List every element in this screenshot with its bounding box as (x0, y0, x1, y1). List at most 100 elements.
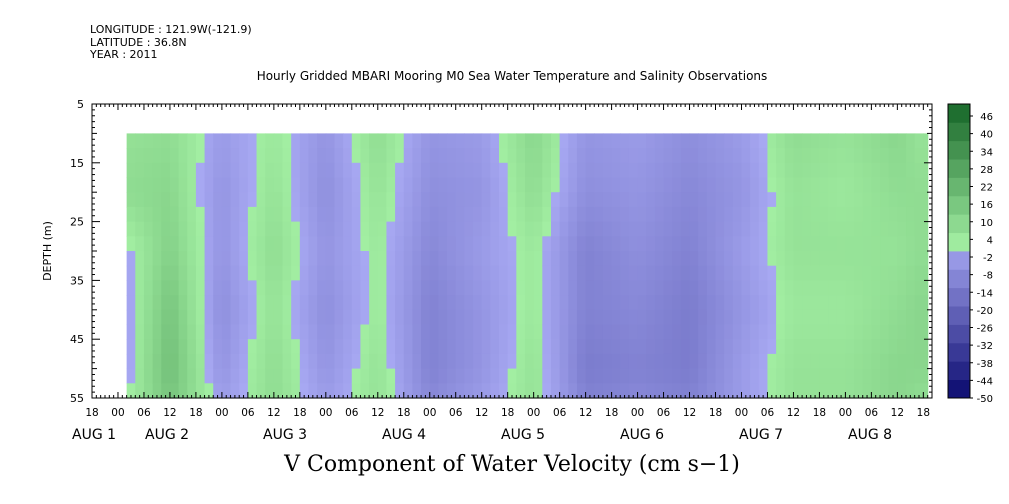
heatmap-cell (906, 339, 916, 355)
heatmap-cell (628, 339, 639, 355)
heatmap-cell (594, 324, 604, 340)
heatmap-cell (810, 192, 821, 208)
heatmap-cell (161, 192, 171, 208)
heatmap-cell (429, 353, 439, 370)
heatmap-cell (395, 339, 405, 355)
heatmap-cell (680, 221, 691, 237)
colorbar-label: -2 (983, 253, 993, 264)
heatmap-cell (767, 368, 777, 384)
heatmap-cell (628, 162, 639, 179)
heatmap-cell (265, 339, 275, 355)
heatmap-cell (845, 192, 855, 208)
heatmap-cell (516, 265, 526, 281)
heatmap-cell (299, 280, 310, 296)
heatmap-cell (282, 192, 292, 208)
heatmap-cell (524, 353, 535, 370)
heatmap-cell (880, 251, 890, 267)
heatmap-cell (836, 295, 846, 311)
heatmap-cell (490, 295, 500, 311)
heatmap-cell (187, 148, 197, 164)
heatmap-cell (369, 236, 379, 252)
heatmap-cell (637, 148, 647, 164)
heatmap-cell (585, 148, 595, 164)
heatmap-cell (438, 251, 448, 267)
heatmap-cell (126, 324, 136, 340)
heatmap-cell (490, 148, 500, 164)
heatmap-cell (828, 339, 838, 355)
heatmap-cell (793, 383, 803, 399)
colorbar-bin (948, 269, 970, 289)
heatmap-cell (680, 148, 691, 164)
heatmap-cell (758, 206, 769, 223)
heatmap-cell (888, 353, 898, 370)
heatmap-cell (455, 148, 465, 164)
heatmap-cell (230, 162, 240, 179)
heatmap-cell (828, 324, 838, 340)
heatmap-cell (282, 177, 292, 193)
heatmap-cell (187, 280, 197, 296)
heatmap-cell (845, 251, 855, 267)
heatmap-cell (715, 206, 725, 223)
heatmap-cell (291, 177, 301, 193)
heatmap-cell (845, 324, 855, 340)
heatmap-cell (507, 236, 517, 252)
heatmap-cell (724, 383, 734, 399)
heatmap-cell (594, 280, 604, 296)
heatmap-cell (265, 353, 275, 370)
heatmap-cell (698, 295, 708, 311)
heatmap-cell (499, 280, 509, 296)
heatmap-cell (507, 133, 517, 149)
heatmap-cell (897, 265, 907, 281)
heatmap-cell (888, 339, 898, 355)
heatmap-cell (265, 368, 275, 384)
heatmap-cell (672, 251, 682, 267)
heatmap-cell (897, 192, 907, 208)
heatmap-cell (178, 383, 188, 399)
heatmap-cell (438, 133, 448, 149)
heatmap-cell (741, 251, 751, 267)
heatmap-cell (282, 383, 292, 399)
heatmap-cell (282, 324, 292, 340)
heatmap-cell (784, 383, 795, 399)
heatmap-cell (862, 221, 872, 237)
heatmap-cell (499, 177, 509, 193)
heatmap-cell (620, 192, 630, 208)
heatmap-cell (819, 221, 829, 237)
heatmap-cell (473, 339, 483, 355)
heatmap-cell (169, 162, 180, 179)
heatmap-cell (602, 206, 613, 223)
heatmap-cell (750, 339, 760, 355)
heatmap-cell (221, 324, 232, 340)
heatmap-cell (343, 206, 353, 223)
heatmap-cell (152, 353, 162, 370)
heatmap-cell (447, 339, 457, 355)
heatmap-cell (178, 177, 188, 193)
heatmap-cell (256, 177, 266, 193)
heatmap-cell (395, 324, 405, 340)
heatmap-cell (126, 177, 136, 193)
heatmap-cell (802, 192, 812, 208)
heatmap-cell (455, 383, 465, 399)
heatmap-cell (334, 309, 344, 326)
heatmap-cell (741, 148, 751, 164)
heatmap-cell (169, 133, 180, 149)
heatmap-cell (646, 177, 656, 193)
heatmap-cell (247, 251, 258, 267)
colorbar-bin (948, 251, 970, 270)
heatmap-cell (758, 265, 769, 281)
heatmap-cell (654, 133, 665, 149)
heatmap-cell (524, 265, 535, 281)
heatmap-cell (923, 353, 929, 370)
heatmap-cell (334, 353, 344, 370)
heatmap-cell (906, 206, 916, 223)
heatmap-cell (854, 280, 864, 296)
heatmap-cell (169, 353, 180, 370)
heatmap-cell (888, 133, 898, 149)
heatmap-cell (169, 280, 180, 296)
heatmap-cell (187, 236, 197, 252)
heatmap-cell (628, 324, 639, 340)
x-hour-tick-label: 06 (449, 407, 463, 419)
heatmap-cell (637, 162, 647, 179)
heatmap-cell (195, 221, 206, 237)
heatmap-cell (516, 206, 526, 223)
